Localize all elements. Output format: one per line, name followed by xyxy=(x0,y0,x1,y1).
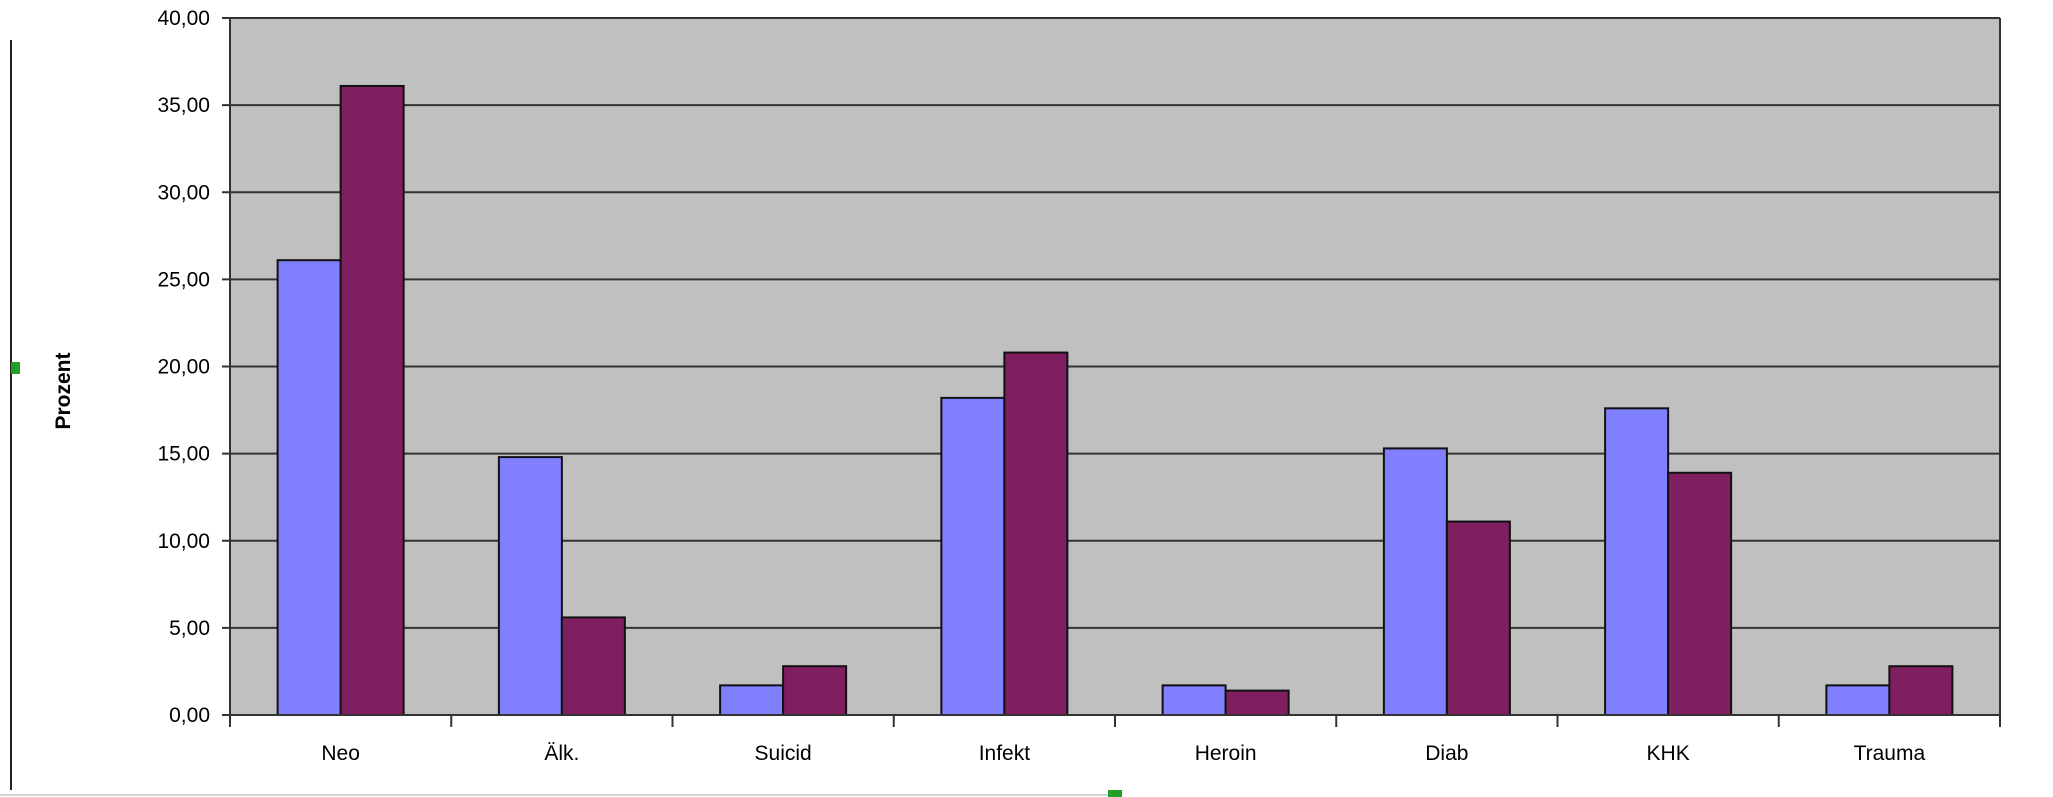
bar xyxy=(339,84,405,716)
y-tick-label: 15,00 xyxy=(157,443,210,466)
bar xyxy=(1161,684,1227,717)
resize-handle-left[interactable] xyxy=(11,362,20,374)
resize-handle-bottom[interactable] xyxy=(1108,790,1122,797)
y-axis-label: Prozent xyxy=(52,352,75,429)
y-tick-label: 0,00 xyxy=(169,704,210,727)
bar xyxy=(1825,684,1891,717)
y-tick-label: 30,00 xyxy=(157,181,210,204)
bar xyxy=(1888,665,1954,717)
x-tick-label: Diab xyxy=(1425,742,1468,765)
bar xyxy=(560,616,626,716)
y-tick-label: 35,00 xyxy=(157,94,210,117)
bar xyxy=(1382,447,1448,716)
y-tick-label: 20,00 xyxy=(157,356,210,379)
bar xyxy=(1003,351,1069,716)
bar xyxy=(1224,689,1290,716)
bar xyxy=(719,684,785,717)
x-tick-label: Heroin xyxy=(1195,742,1257,765)
bars xyxy=(276,84,1954,717)
x-tick-label: Suicid xyxy=(755,742,812,765)
bar xyxy=(782,665,848,717)
y-tick-label: 25,00 xyxy=(157,268,210,291)
bar xyxy=(1604,407,1670,716)
x-tick-label: Neo xyxy=(321,742,360,765)
y-tick-label: 5,00 xyxy=(169,617,210,640)
bar xyxy=(940,396,1006,716)
y-tick-label: 40,00 xyxy=(157,7,210,30)
bar xyxy=(1445,520,1511,717)
x-tick-label: Infekt xyxy=(979,742,1031,765)
bar xyxy=(1667,471,1733,717)
x-tick-label: Älk. xyxy=(544,742,579,765)
x-tick-label: Trauma xyxy=(1854,742,1926,765)
bar xyxy=(276,259,342,716)
bar xyxy=(497,456,563,716)
y-tick-label: 10,00 xyxy=(157,530,210,553)
y-ticks: 0,00 5,00 10,00 15,00 20,00 25,00 30,00 35,00 40… xyxy=(157,7,230,727)
x-ticks: Neo Älk. Suicid Infekt Heroin Diab KHK Trauma xyxy=(229,715,2001,765)
x-tick-label: KHK xyxy=(1647,742,1690,765)
